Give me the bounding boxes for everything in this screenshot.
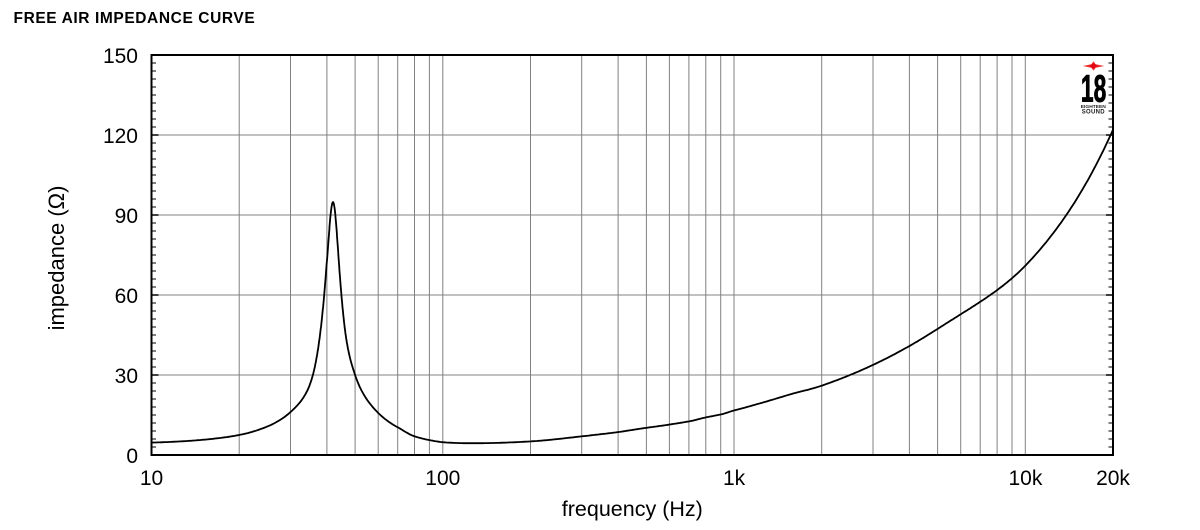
svg-text:20k: 20k [1096,467,1130,490]
svg-text:0: 0 [126,445,138,468]
svg-text:120: 120 [103,125,138,148]
svg-text:SOUND: SOUND [1082,110,1106,116]
svg-text:10k: 10k [1008,467,1042,490]
svg-text:1k: 1k [723,467,746,490]
svg-text:EIGHTEEN: EIGHTEEN [1081,104,1106,110]
svg-text:100: 100 [425,467,460,490]
svg-text:10: 10 [140,467,163,490]
svg-text:18: 18 [1081,68,1106,110]
svg-text:90: 90 [115,205,138,228]
svg-text:FREE AIR IMPEDANCE CURVE: FREE AIR IMPEDANCE CURVE [14,10,256,27]
svg-text:150: 150 [103,45,138,68]
svg-text:60: 60 [115,285,138,308]
svg-text:impedance (Ω): impedance (Ω) [44,186,69,331]
svg-text:frequency (Hz): frequency (Hz) [562,497,703,521]
svg-text:30: 30 [115,365,138,388]
